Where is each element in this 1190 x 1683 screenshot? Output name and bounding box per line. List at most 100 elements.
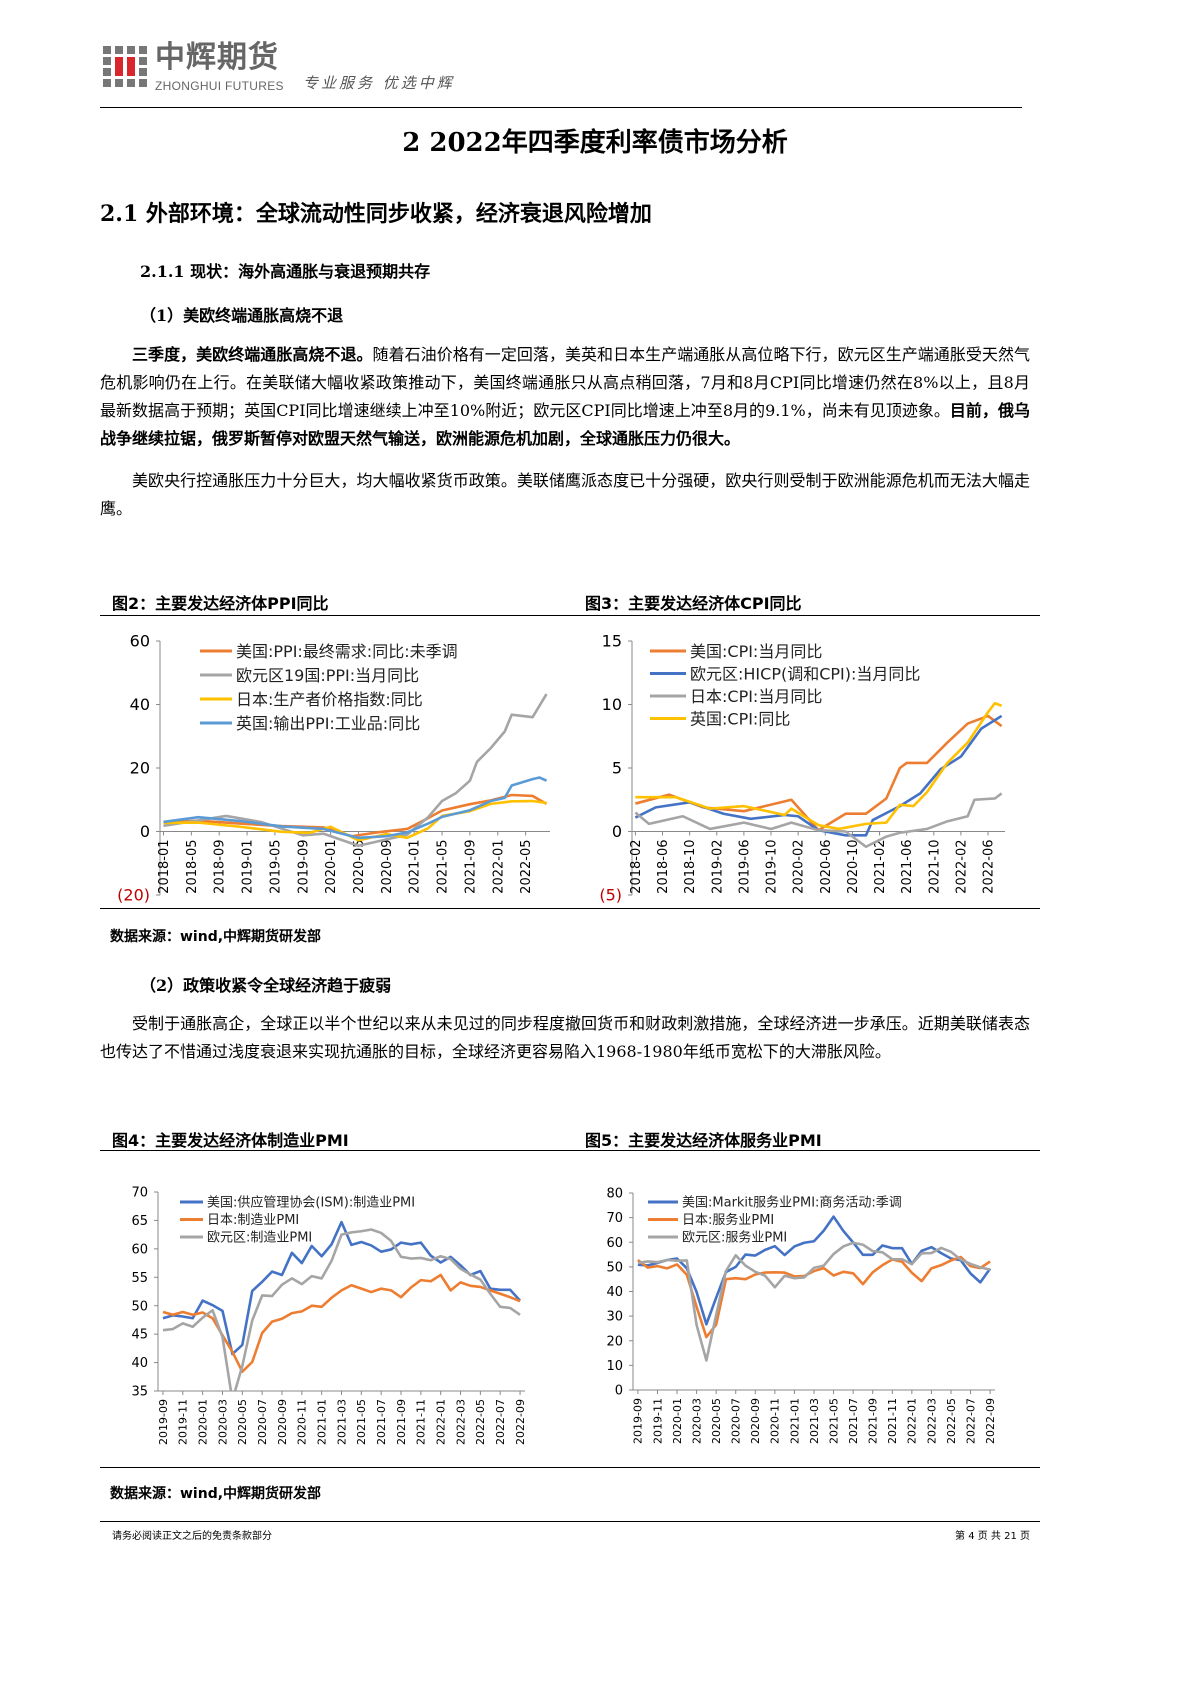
x-tick-label: 2019-11 <box>651 1398 664 1444</box>
x-tick-label: 2019-09 <box>296 840 311 894</box>
series-line-0 <box>162 1220 521 1356</box>
legend-label: 欧元区19国:PPI:当月同比 <box>236 666 419 685</box>
y-tick-label: 70 <box>606 1211 623 1226</box>
x-tick-label: 2021-07 <box>847 1398 860 1444</box>
x-tick-label: 2019-09 <box>157 1399 170 1445</box>
x-tick-label: 2021-05 <box>355 1399 368 1445</box>
x-tick-label: 2019-09 <box>632 1398 645 1444</box>
page-title: 2 2022年四季度利率债市场分析 <box>402 128 788 158</box>
section-heading: 2.1 外部环境：全球流动性同步收紧，经济衰退风险增加 <box>100 201 652 227</box>
figure-4-title: 图4：主要发达经济体制造业PMI <box>112 1131 349 1150</box>
x-tick-label: 2018-09 <box>213 840 228 894</box>
figure-3-title: 图3：主要发达经济体CPI同比 <box>585 594 802 613</box>
logo-mark <box>103 46 147 87</box>
x-tick-label: 2018-06 <box>656 840 671 894</box>
x-tick-label: 2021-10 <box>927 840 942 894</box>
x-tick-label: 2022-05 <box>519 840 534 894</box>
x-tick-label: 2020-01 <box>324 840 339 894</box>
point-heading-1: （1）美欧终端通胀高烧不退 <box>140 306 344 325</box>
x-tick-label: 2019-02 <box>710 840 725 894</box>
footer-page-number: 第 4 页 共 21 页 <box>955 1531 1030 1542</box>
x-tick-label: 2021-11 <box>886 1398 899 1444</box>
y-tick-label: 35 <box>131 1385 148 1400</box>
legend-label: 美国:CPI:当月同比 <box>690 642 822 661</box>
x-tick-label: 2021-02 <box>873 840 888 894</box>
x-tick-label: 2022-01 <box>491 840 506 894</box>
footer-divider <box>100 1521 1040 1522</box>
x-tick-label: 2019-01 <box>241 840 256 894</box>
y-tick-label: 30 <box>606 1310 623 1325</box>
y-tick-label: 65 <box>131 1214 148 1229</box>
legend-label: 欧元区:HICP(调和CPI):当月同比 <box>690 664 920 683</box>
x-tick-label: 2022-01 <box>906 1398 919 1444</box>
header-divider <box>100 107 1022 108</box>
x-tick-label: 2021-07 <box>375 1399 388 1445</box>
body-text-block-2: 受制于通胀高企，全球正以半个世纪以来从未见过的同步程度撤回货币和财政刺激措施，全… <box>100 1010 1030 1066</box>
x-tick-label: 2022-05 <box>474 1399 487 1445</box>
y-tick-label: (5) <box>599 886 622 905</box>
paragraph-3: 受制于通胀高企，全球正以半个世纪以来从未见过的同步程度撤回货币和财政刺激措施，全… <box>100 1014 1030 1061</box>
figure-row-2-bottom-rule <box>100 1467 1040 1468</box>
point-heading-2: （2）政策收紧令全球经济趋于疲弱 <box>140 976 392 995</box>
x-tick-label: 2020-09 <box>380 840 395 894</box>
x-tick-label: 2020-10 <box>846 840 861 894</box>
x-tick-label: 2019-10 <box>765 840 780 894</box>
y-tick-label: 40 <box>131 1356 148 1371</box>
x-tick-label: 2019-11 <box>177 1399 190 1445</box>
y-tick-label: 0 <box>612 822 622 841</box>
x-tick-label: 2018-10 <box>683 840 698 894</box>
subsection-heading: 2.1.1 现状：海外高通胀与衰退预期共存 <box>140 262 431 281</box>
series-line-1 <box>634 714 1003 837</box>
y-tick-label: 20 <box>606 1334 623 1349</box>
series-line-1 <box>637 1255 991 1339</box>
slogan: 专业服务 优选中辉 <box>303 74 455 92</box>
x-tick-label: 2021-03 <box>808 1398 821 1444</box>
x-tick-label: 2022-07 <box>964 1398 977 1444</box>
y-tick-label: 80 <box>606 1187 623 1202</box>
x-tick-label: 2022-01 <box>435 1399 448 1445</box>
data-source-1: 数据来源：wind,中辉期货研发部 <box>110 929 322 945</box>
x-tick-label: 2021-01 <box>316 1399 329 1445</box>
series-line-1 <box>163 693 548 848</box>
x-tick-label: 2022-09 <box>514 1399 527 1445</box>
legend-label: 英国:输出PPI:工业品:同比 <box>236 714 420 733</box>
x-tick-label: 2021-09 <box>867 1398 880 1444</box>
x-tick-label: 2022-05 <box>945 1398 958 1444</box>
figure-row-1-bottom-rule <box>100 908 1040 909</box>
series-line-2 <box>163 799 547 842</box>
x-tick-label: 2022-06 <box>982 840 997 894</box>
x-tick-label: 2021-09 <box>395 1399 408 1445</box>
x-tick-label: 2020-02 <box>792 840 807 894</box>
x-tick-label: 2019-06 <box>737 840 752 894</box>
legend-label: 日本:生产者价格指数:同比 <box>236 690 423 709</box>
x-tick-label: 2021-11 <box>415 1399 428 1445</box>
figure-row-1-top-rule <box>100 615 1040 616</box>
x-tick-label: 2020-11 <box>296 1399 309 1445</box>
footer-disclaimer: 请务必阅读正文之后的免责条款部分 <box>112 1531 272 1542</box>
figure-5-title: 图5：主要发达经济体服务业PMI <box>585 1131 822 1150</box>
x-tick-label: 2021-05 <box>436 840 451 894</box>
logo-text: 中辉期货 <box>155 40 279 75</box>
x-tick-label: 2020-11 <box>769 1398 782 1444</box>
x-tick-label: 2022-02 <box>954 840 969 894</box>
x-tick-label: 2022-03 <box>925 1398 938 1444</box>
y-tick-label: 40 <box>606 1285 623 1300</box>
x-tick-label: 2020-05 <box>352 840 367 894</box>
chart-services-pmi: 80 70 60 50 40 30 20 10 0 2019-09 2019-11 2020-01 20… <box>606 1187 997 1444</box>
paragraph-1: 三季度，美欧终端通胀高烧不退。随着石油价格有一定回落，美英和日本生产端通胀从高位… <box>100 341 1030 453</box>
body-text-block-1: 三季度，美欧终端通胀高烧不退。随着石油价格有一定回落，美英和日本生产端通胀从高位… <box>100 341 1030 523</box>
x-tick-label: 2020-01 <box>196 1399 209 1445</box>
series-line-3 <box>163 776 548 840</box>
series-line-2 <box>637 1241 991 1362</box>
y-tick-label: (20) <box>117 886 150 905</box>
y-tick-label: 45 <box>131 1328 148 1343</box>
y-tick-label: 50 <box>131 1299 148 1314</box>
y-tick-label: 5 <box>612 759 622 778</box>
series-line-2 <box>634 792 1003 849</box>
x-tick-label: 2020-05 <box>236 1399 249 1445</box>
x-tick-label: 2018-05 <box>185 840 200 894</box>
y-tick-label: 0 <box>615 1384 623 1399</box>
legend-label: 英国:CPI:同比 <box>690 709 790 728</box>
x-tick-label: 2020-07 <box>256 1399 269 1445</box>
legend-label: 日本:制造业PMI <box>207 1213 299 1228</box>
